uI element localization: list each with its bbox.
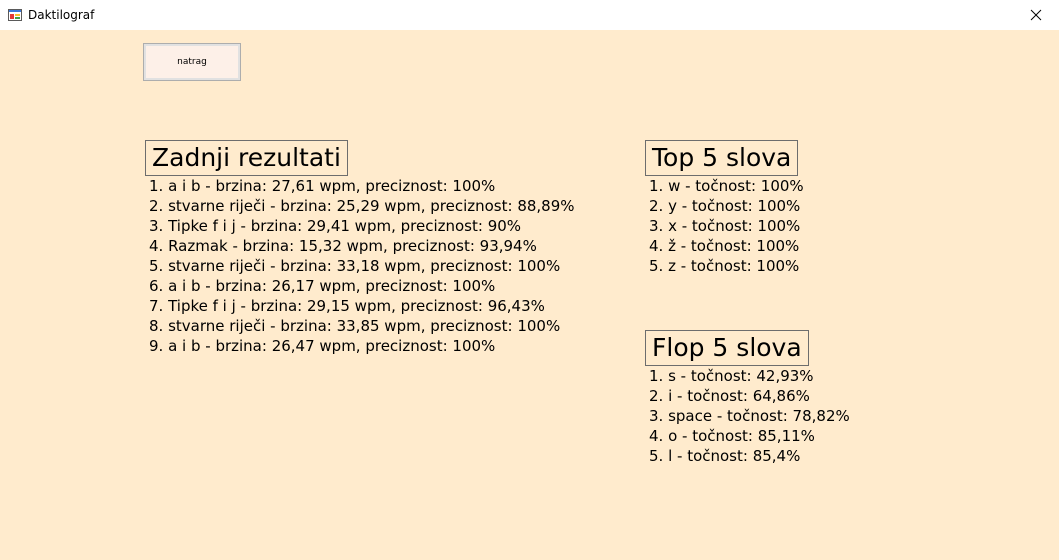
list-item: 4. o - točnost: 85,11% [649, 427, 815, 445]
app-icon [8, 7, 22, 21]
window-title: Daktilograf [28, 8, 95, 22]
back-button[interactable]: natrag [143, 43, 241, 81]
list-item: 5. stvarne riječi - brzina: 33,18 wpm, p… [149, 257, 561, 275]
list-item: 3. x - točnost: 100% [649, 217, 801, 235]
list-item: 1. s - točnost: 42,93% [649, 367, 814, 385]
list-item: 3. space - točnost: 78,82% [649, 407, 850, 425]
list-item: 2. y - točnost: 100% [649, 197, 801, 215]
list-item: 2. i - točnost: 64,86% [649, 387, 810, 405]
list-item: 4. ž - točnost: 100% [649, 237, 800, 255]
flop5-heading: Flop 5 slova [645, 330, 809, 366]
close-icon [1030, 6, 1042, 25]
flop5-list: 1. s - točnost: 42,93% 2. i - točnost: 6… [649, 366, 850, 466]
list-item: 2. stvarne riječi - brzina: 25,29 wpm, p… [149, 197, 575, 215]
top5-heading: Top 5 slova [645, 140, 799, 176]
close-button[interactable] [1013, 0, 1059, 30]
list-item: 5. z - točnost: 100% [649, 257, 800, 275]
recent-results-list: 1. a i b - brzina: 27,61 wpm, preciznost… [149, 176, 575, 356]
title-bar: Daktilograf [0, 0, 1059, 30]
list-item: 1. w - točnost: 100% [649, 177, 804, 195]
list-item: 3. Tipke f i j - brzina: 29,41 wpm, prec… [149, 217, 522, 235]
list-item: 8. stvarne riječi - brzina: 33,85 wpm, p… [149, 317, 561, 335]
list-item: 7. Tipke f i j - brzina: 29,15 wpm, prec… [149, 297, 545, 315]
list-item: 4. Razmak - brzina: 15,32 wpm, preciznos… [149, 237, 537, 255]
list-item: 5. l - točnost: 85,4% [649, 447, 801, 465]
list-item: 6. a i b - brzina: 26,17 wpm, preciznost… [149, 277, 496, 295]
back-button-label: natrag [177, 57, 207, 67]
list-item: 1. a i b - brzina: 27,61 wpm, preciznost… [149, 177, 496, 195]
top5-list: 1. w - točnost: 100% 2. y - točnost: 100… [649, 176, 804, 276]
recent-results-heading: Zadnji rezultati [145, 140, 348, 176]
list-item: 9. a i b - brzina: 26,47 wpm, preciznost… [149, 337, 496, 355]
